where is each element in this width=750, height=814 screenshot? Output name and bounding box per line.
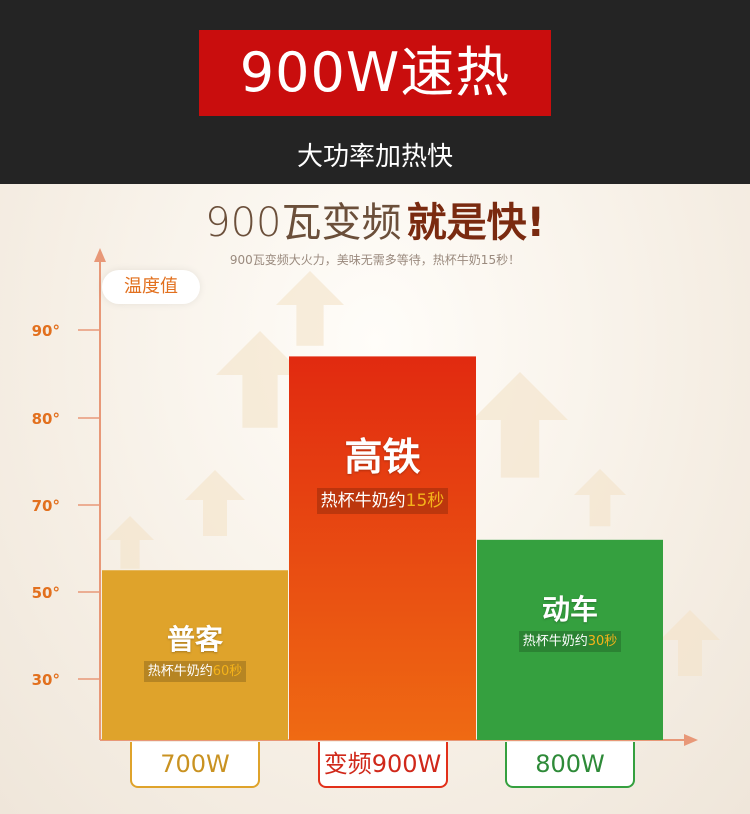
x-category-label: 变频900W — [317, 742, 448, 788]
slogan-light: 900瓦变频 — [205, 200, 402, 246]
bar-note-prefix: 热杯牛奶约 — [147, 664, 213, 680]
bar-变频900W — [289, 356, 476, 740]
bar-note-highlight: 15秒 — [405, 491, 445, 512]
x-category-label: 800W — [505, 742, 635, 788]
bar-note-prefix: 热杯牛奶约 — [522, 633, 588, 649]
y-tick-label: 80° — [32, 410, 60, 428]
y-tick-label: 90° — [32, 322, 60, 340]
bg-arrow-decoration — [106, 516, 154, 569]
bar-name-label: 动车 — [541, 592, 598, 626]
y-axis-arrow — [94, 248, 106, 262]
bar-note: 热杯牛奶约30秒 — [477, 630, 663, 652]
x-category-label: 700W — [130, 742, 260, 788]
bg-arrow-decoration — [276, 271, 344, 346]
bar-800W — [477, 539, 663, 740]
bg-arrow-decoration — [216, 331, 304, 428]
bar-note-highlight: 60秒 — [212, 664, 243, 680]
bar-note-prefix: 热杯牛奶约 — [320, 491, 406, 512]
bar-700W — [102, 570, 288, 740]
x-axis-arrow — [684, 734, 698, 746]
bg-arrow-decoration — [574, 469, 626, 527]
slogan: 900瓦变频 就是快! — [0, 190, 750, 248]
bar-note-highlight: 30秒 — [587, 633, 618, 649]
bg-arrow-decoration — [660, 610, 720, 676]
y-axis-label: 温度值 — [102, 270, 200, 304]
bar-note: 热杯牛奶约60秒 — [102, 660, 288, 683]
bar-note: 热杯牛奶约15秒 — [289, 486, 476, 515]
header-band: 900W速热 大功率加热快 — [0, 0, 750, 184]
slogan-bold: 就是快! — [406, 200, 545, 246]
y-tick-label: 30° — [32, 671, 60, 689]
bar-name-label: 高铁 — [344, 435, 421, 480]
bar-name-label: 普客 — [166, 623, 223, 657]
slogan-sub: 900瓦变频大火力，美味无需多等待，热杯牛奶15秒！ — [229, 253, 521, 267]
headline: 900W速热 — [199, 30, 551, 116]
bg-arrow-decoration — [472, 372, 568, 478]
subheadline: 大功率加热快 — [296, 142, 453, 172]
y-tick-label: 50° — [32, 584, 60, 602]
y-tick-label: 70° — [32, 497, 60, 515]
bg-arrow-decoration — [185, 470, 245, 536]
